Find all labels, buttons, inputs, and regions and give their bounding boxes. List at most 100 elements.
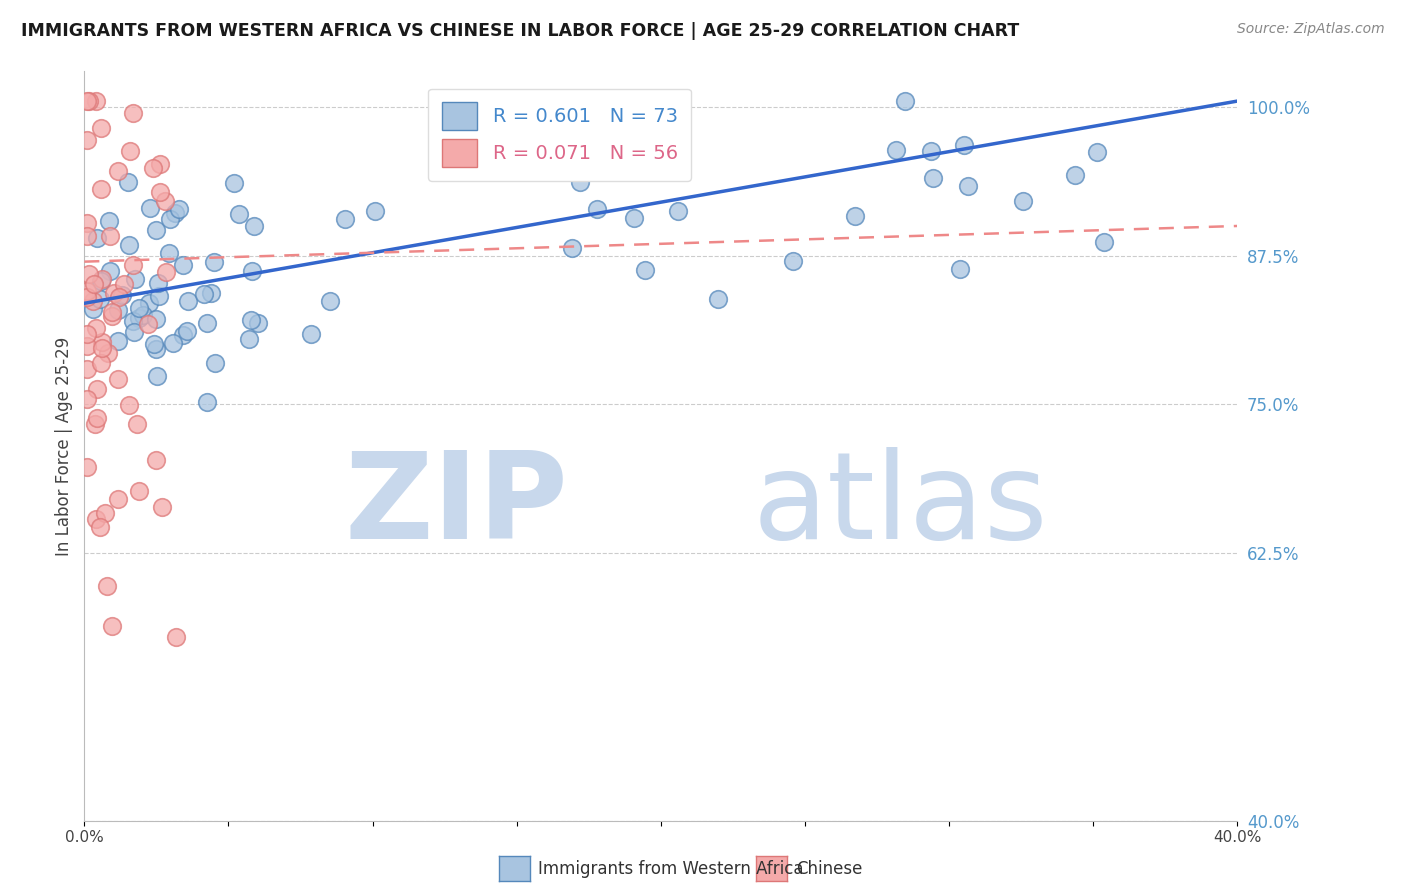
Y-axis label: In Labor Force | Age 25-29: In Labor Force | Age 25-29 xyxy=(55,336,73,556)
Point xyxy=(83,417,105,431)
Point xyxy=(921,171,943,186)
Point xyxy=(77,267,100,281)
Point xyxy=(122,314,145,328)
Point xyxy=(107,164,129,178)
Point xyxy=(1012,194,1035,209)
Point xyxy=(145,312,167,326)
Point xyxy=(623,211,645,225)
Point xyxy=(228,207,250,221)
Point xyxy=(149,185,172,199)
Point xyxy=(247,316,270,330)
Point xyxy=(107,334,129,348)
Point xyxy=(782,254,804,268)
Point xyxy=(142,161,165,176)
Point xyxy=(76,216,98,230)
Point xyxy=(76,460,98,475)
Point xyxy=(84,321,107,335)
Point xyxy=(91,341,114,355)
Point xyxy=(84,512,107,526)
Point xyxy=(98,213,121,227)
Point xyxy=(142,337,165,351)
Point xyxy=(76,94,98,108)
Legend: R = 0.601   N = 73, R = 0.071   N = 56: R = 0.601 N = 73, R = 0.071 N = 56 xyxy=(429,88,692,180)
Point xyxy=(128,310,150,325)
Point xyxy=(634,263,657,277)
Point xyxy=(107,372,129,386)
Point xyxy=(111,287,134,301)
Point xyxy=(242,219,264,233)
Point xyxy=(86,410,108,425)
Point xyxy=(117,398,139,412)
Point xyxy=(202,255,225,269)
Point xyxy=(238,332,260,346)
Point xyxy=(108,290,131,304)
Point xyxy=(86,382,108,396)
Point xyxy=(195,395,218,409)
Point xyxy=(569,175,592,189)
Point xyxy=(146,277,169,291)
Point xyxy=(90,272,112,286)
Point xyxy=(118,238,141,252)
Point xyxy=(1092,235,1115,249)
Point xyxy=(884,143,907,157)
Point xyxy=(107,491,129,506)
Point xyxy=(335,211,357,226)
Point xyxy=(91,334,114,349)
Text: ZIP: ZIP xyxy=(344,448,568,565)
Point xyxy=(240,264,263,278)
Text: IMMIGRANTS FROM WESTERN AFRICA VS CHINESE IN LABOR FORCE | AGE 25-29 CORRELATION: IMMIGRANTS FROM WESTERN AFRICA VS CHINES… xyxy=(21,22,1019,40)
Point xyxy=(76,229,98,244)
Point xyxy=(148,289,170,303)
Text: Chinese: Chinese xyxy=(796,860,862,878)
Point xyxy=(86,231,108,245)
Point xyxy=(145,223,167,237)
Point xyxy=(169,202,191,216)
Point xyxy=(96,579,118,593)
Text: Immigrants from Western Africa: Immigrants from Western Africa xyxy=(538,860,804,878)
Point xyxy=(82,301,104,316)
Point xyxy=(177,294,200,309)
Point xyxy=(76,284,98,298)
Point xyxy=(124,272,146,286)
Point xyxy=(561,241,583,255)
Point xyxy=(920,145,942,159)
Point xyxy=(76,392,98,407)
Point xyxy=(121,105,143,120)
Point xyxy=(122,259,145,273)
Point xyxy=(224,176,246,190)
Point xyxy=(90,182,112,196)
Point xyxy=(162,336,184,351)
Point xyxy=(138,296,160,310)
Point xyxy=(128,301,150,315)
Point xyxy=(128,484,150,499)
Point xyxy=(127,417,149,431)
Point xyxy=(447,132,470,146)
Point xyxy=(145,343,167,357)
Point xyxy=(118,145,141,159)
Point xyxy=(98,228,121,243)
Point xyxy=(146,369,169,384)
Point xyxy=(149,156,172,170)
Point xyxy=(319,294,342,309)
Point xyxy=(163,206,186,220)
Point xyxy=(159,211,181,226)
Point xyxy=(101,618,124,632)
Point xyxy=(107,303,129,318)
Point xyxy=(299,327,322,342)
Point xyxy=(239,313,262,327)
Point xyxy=(89,519,111,533)
Point xyxy=(101,305,124,319)
Point xyxy=(165,630,187,644)
Point xyxy=(157,246,180,260)
Point xyxy=(103,285,125,300)
Point xyxy=(90,275,112,289)
Point xyxy=(122,325,145,339)
Point xyxy=(138,317,160,331)
Point xyxy=(176,325,198,339)
Point xyxy=(197,316,219,330)
Point xyxy=(666,203,689,218)
Point xyxy=(77,94,100,108)
Point xyxy=(364,204,387,219)
Point xyxy=(76,338,98,352)
Point xyxy=(97,346,120,360)
